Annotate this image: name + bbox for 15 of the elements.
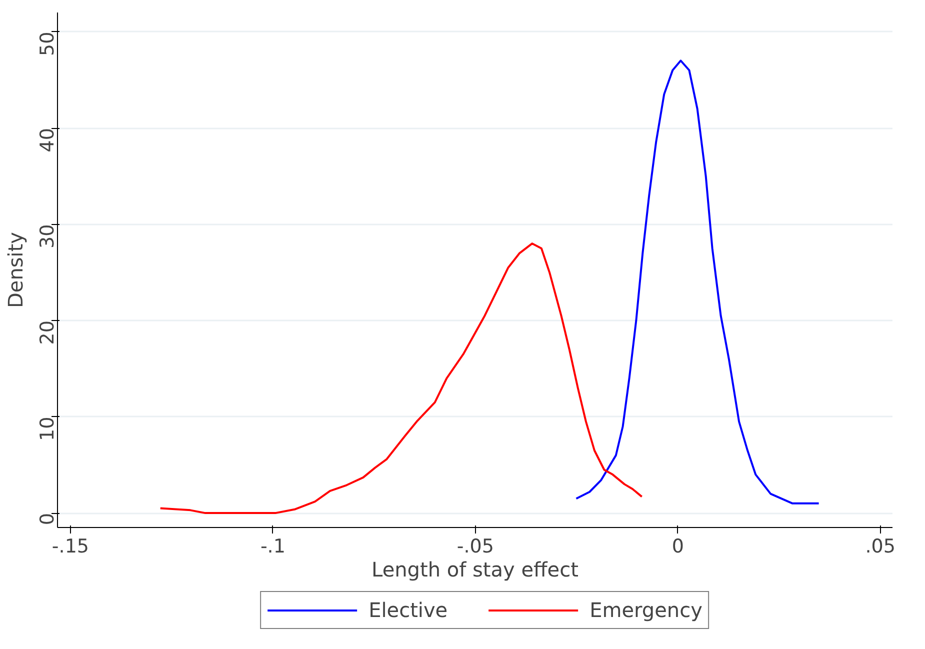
x-tick-label: -.05 <box>456 536 494 558</box>
y-tick-label: 30 <box>36 224 58 248</box>
y-tick-label: 40 <box>36 128 58 152</box>
y-tick-label: 20 <box>36 320 58 345</box>
y-tick-label: 50 <box>36 32 58 56</box>
x-axis-title: Length of stay effect <box>372 558 579 582</box>
legend-label: Elective <box>368 598 448 622</box>
y-tick-label: 10 <box>36 416 58 441</box>
x-tick-label: 0 <box>672 536 684 558</box>
x-tick-label: -.15 <box>52 536 89 558</box>
y-tick-label: 0 <box>36 513 58 526</box>
x-tick-label: -.1 <box>260 536 286 558</box>
legend-label: Emergency <box>590 598 702 622</box>
x-tick-label: .05 <box>865 536 896 558</box>
y-axis-title: Density <box>4 232 28 308</box>
